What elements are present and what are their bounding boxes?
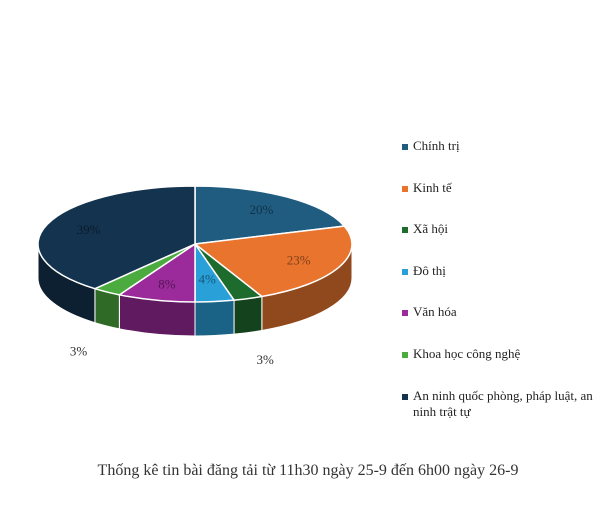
legend-label: Kinh tế [413,180,452,195]
legend-item-xa-hoi: Xã hội [402,221,614,237]
pie-tops [37,185,353,303]
legend-label: Khoa học công nghệ [413,346,521,361]
legend-item-van-hoa: Văn hóa [402,304,614,320]
legend-item-chinh-tri: Chính trị [402,138,614,154]
pie-slice-0 [194,185,346,245]
legend-item-an-ninh: An ninh quốc phòng, pháp luật, an ninh t… [402,388,614,420]
legend-swatch [402,394,408,400]
pie-data-label-5: 3% [70,343,88,358]
legend-item-kinh-te: Kinh tế [402,180,614,196]
pie-chart: 20% 23% 3% 4% 8% 3% 39% [37,185,353,367]
pie-sides [37,243,353,337]
legend-swatch [402,144,408,150]
pie-slice-side-2 [233,295,263,335]
pie-data-label-6: 39% [77,222,101,237]
pie-slice-1 [193,225,353,298]
legend-swatch [402,352,408,358]
legend-label: Văn hóa [413,304,457,319]
legend-label: Chính trị [413,138,460,153]
legend-item-do-thi: Đô thị [402,263,614,279]
legend-item-khoa-hoc-cong-nghe: Khoa học công nghệ [402,346,614,362]
legend-swatch [402,186,408,192]
pie-data-label-3: 4% [199,272,217,287]
pie-data-label-4: 8% [158,276,176,291]
legend-swatch [402,227,408,233]
pie-data-label-1: 23% [287,253,311,268]
legend-label: An ninh quốc phòng, pháp luật, an ninh t… [413,388,593,419]
chart-caption: Thống kê tin bài đăng tải từ 11h30 ngày … [97,462,519,479]
legend-label: Đô thị [413,263,446,278]
legend-swatch [402,310,408,316]
pie-data-label-0: 20% [249,202,273,217]
pie-data-label-2: 3% [257,352,275,367]
pie-labels: 20% 23% 3% 4% 8% 3% 39% [70,202,311,367]
legend-swatch [402,269,408,275]
pie-slice-6 [37,185,196,290]
legend-label: Xã hội [413,221,449,236]
pie-slice-side-3 [194,299,235,337]
